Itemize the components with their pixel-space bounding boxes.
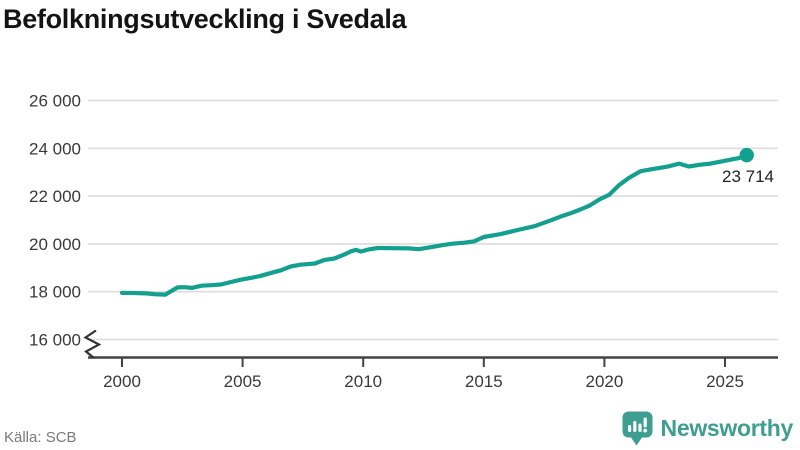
x-tick-label: 2015 (465, 372, 503, 391)
y-tick-label: 18 000 (29, 283, 81, 302)
y-axis-tick-labels: 16 000 18 000 20 000 22 000 24 000 26 000 (29, 92, 81, 350)
x-tick-label: 2020 (585, 372, 623, 391)
newsworthy-wordmark: Newsworthy (660, 415, 794, 441)
x-axis: 2000 2005 2010 2015 2020 2025 (88, 356, 778, 391)
end-value-annotation: 23 714 (722, 167, 774, 186)
gridlines (88, 99, 778, 341)
speech-bubble-shape (622, 411, 653, 446)
population-line (119, 153, 749, 297)
x-tick-label: 2000 (103, 372, 141, 391)
y-tick-label: 26 000 (29, 92, 81, 111)
x-tick-label: 2005 (224, 372, 262, 391)
source-label: Källa: SCB (4, 429, 77, 446)
end-point-dot (739, 147, 754, 163)
x-tick-label: 2010 (344, 372, 382, 391)
chart-title: Befolkningsutveckling i Svedala (3, 4, 407, 34)
y-tick-label: 16 000 (29, 331, 81, 350)
x-tick-label: 2025 (706, 372, 744, 391)
y-tick-label: 22 000 (29, 187, 81, 206)
y-tick-label: 24 000 (29, 139, 81, 158)
axis-break-zigzag-icon (83, 329, 102, 359)
axis-break-zigzag (83, 329, 102, 359)
bar-chart-glyph (627, 417, 647, 433)
newsworthy-logo[interactable]: Newsworthy (622, 411, 793, 446)
line-series (119, 147, 754, 297)
end-value-label: 23 714 (722, 167, 774, 186)
newsworthy-icon (622, 411, 653, 446)
y-tick-label: 20 000 (29, 235, 81, 254)
